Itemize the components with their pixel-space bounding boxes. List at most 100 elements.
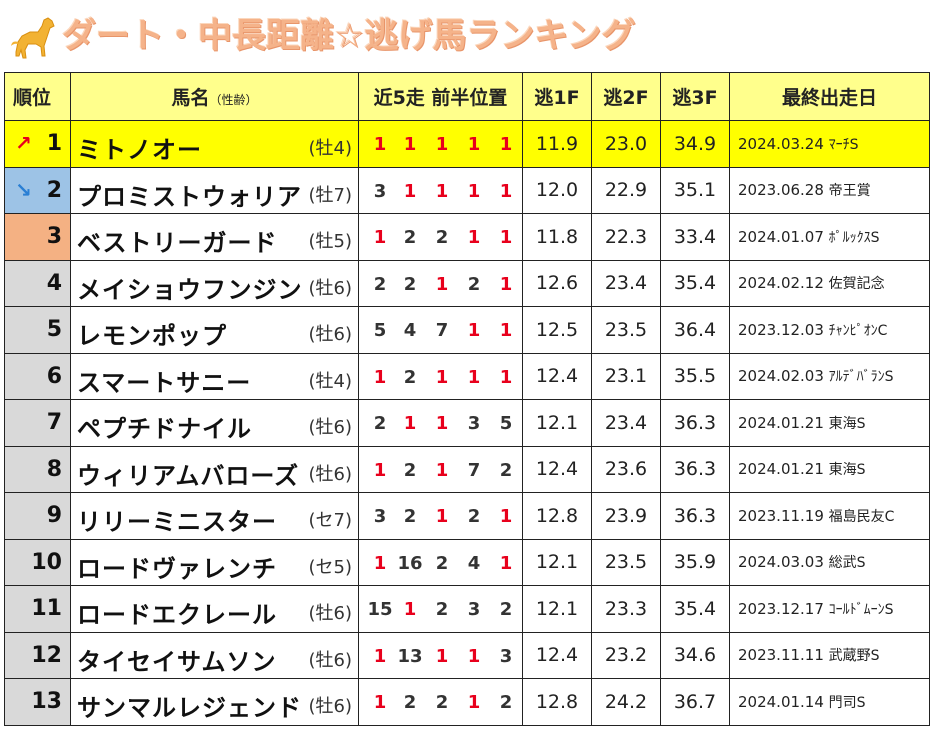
horse-name: ロードエクレール	[77, 601, 277, 629]
f3-cell: 36.7	[660, 678, 730, 726]
sex-age: (牡4)	[308, 138, 353, 159]
position-value: 1	[467, 645, 481, 667]
position-value: 1	[499, 227, 513, 248]
f1-cell: 11.8	[522, 213, 592, 261]
position-value: 2	[499, 459, 513, 481]
horse-cell: レモンポップ (牡6)	[70, 306, 359, 354]
f2-cell: 23.5	[591, 306, 661, 354]
f1-cell: 12.5	[522, 306, 592, 354]
position-value: 2	[467, 506, 481, 527]
table-row: 9 リリーミニスター (セ7) 3 2 1 2 1 12.8 23.9 36.3 2023.11.19…	[4, 492, 930, 540]
position-value: 15	[367, 599, 393, 620]
position-value: 1	[435, 459, 449, 481]
f1-cell: 12.1	[522, 585, 592, 633]
rank-change-icon: ↗	[15, 131, 32, 155]
f3-cell: 33.4	[660, 213, 730, 261]
horse-name: ペプチドナイル	[77, 415, 252, 443]
f1-cell: 12.8	[522, 492, 592, 540]
f2-cell: 23.3	[591, 585, 661, 633]
horse-cell: ロードエクレール (牡6)	[70, 585, 359, 633]
horse-name: メイショウフンジン	[77, 275, 303, 304]
position-value: 3	[467, 599, 481, 620]
last-race-date: 2023.11.11	[738, 646, 824, 665]
horse-name: ロードヴァレンチ	[77, 554, 277, 583]
position-value: 1	[403, 180, 417, 202]
f2-cell: 22.9	[591, 166, 661, 214]
position-value: 1	[373, 459, 387, 481]
sex-age: (牡6)	[308, 603, 353, 624]
rank-number: 12	[31, 642, 62, 668]
position-value: 2	[373, 273, 387, 295]
f3-cell: 36.3	[660, 399, 730, 447]
last-race-cell: 2024.03.24 ﾏｰﾁS	[729, 120, 930, 168]
position-value: 1	[373, 227, 387, 248]
f3-cell: 35.4	[660, 585, 730, 633]
position-value: 2	[373, 413, 387, 434]
position-value: 1	[499, 320, 513, 341]
last-race-cell: 2023.12.17 ｺｰﾙﾄﾞﾑｰﾝS	[729, 585, 930, 633]
position-value: 1	[499, 506, 513, 527]
f3-cell: 36.3	[660, 445, 730, 493]
last-race-name: ｺｰﾙﾄﾞﾑｰﾝS	[828, 601, 894, 618]
sex-age: (牡6)	[308, 417, 353, 438]
sex-age: (牡6)	[308, 649, 353, 671]
table-row: 6 スマートサニー (牡4) 1 2 1 1 1 12.4 23.1 35.5 2024.02.03 …	[4, 352, 930, 400]
page-title: ダート・中長距離☆逃げ馬ランキング	[62, 16, 636, 56]
horse-cell: リリーミニスター (セ7)	[70, 492, 359, 540]
sex-age: (牡6)	[308, 696, 353, 717]
header-name: 馬名（性齢）	[70, 72, 359, 121]
last-race-date: 2024.01.14	[738, 692, 824, 711]
position-value: 1	[403, 599, 417, 620]
f2-cell: 24.2	[591, 678, 661, 726]
f1-cell: 12.0	[522, 166, 592, 214]
table-row: 10 ロードヴァレンチ (セ5) 1 16 2 4 1 12.1 23.5 35.9 2024.03.…	[4, 538, 930, 586]
horse-cell: メイショウフンジン (牡6)	[70, 259, 359, 307]
table-row: 11 ロードエクレール (牡6) 15 1 2 3 2 12.1 23.3 35.4 2023.12.…	[4, 585, 930, 633]
position-value: 2	[403, 692, 417, 713]
horse-cell: ウィリアムバローズ (牡6)	[70, 445, 359, 493]
position-value: 1	[373, 692, 387, 713]
horse-cell: ベストリーガード (牡5)	[70, 213, 359, 261]
position-value: 1	[435, 273, 449, 295]
last-race-date: 2023.11.19	[738, 506, 824, 525]
sex-age: (牡6)	[308, 277, 353, 299]
rank-cell: ↘ 2	[4, 166, 71, 214]
position-value: 1	[499, 366, 513, 388]
table-row: 8 ウィリアムバローズ (牡6) 1 2 1 7 2 12.4 23.6 36.3 2024.01.2…	[4, 445, 930, 493]
f1-cell: 11.9	[522, 120, 592, 168]
rank-number: 4	[46, 270, 62, 296]
last-race-cell: 2023.06.28 帝王賞	[729, 166, 930, 214]
position-value: 3	[373, 180, 387, 202]
f2-cell: 23.5	[591, 538, 661, 586]
horse-name: プロミストウォリア	[77, 182, 302, 211]
position-value: 2	[403, 227, 417, 248]
position-value: 1	[373, 552, 387, 574]
table-row: 12 タイセイサムソン (牡6) 1 13 1 1 3 12.4 23.2 34.6 2023.11.…	[4, 631, 930, 679]
rank-number: 5	[46, 317, 62, 343]
f2-cell: 23.4	[591, 259, 661, 307]
position-value: 1	[499, 273, 513, 295]
last-race-cell: 2024.02.03 ｱﾙﾃﾞﾊﾞﾗﾝS	[729, 352, 930, 400]
rank-number: 13	[31, 689, 62, 715]
position-value: 16	[397, 552, 423, 574]
last-race-name: ｱﾙﾃﾞﾊﾞﾗﾝS	[828, 369, 894, 386]
last-race-name: 門司S	[828, 694, 866, 711]
rank-number: 6	[46, 363, 62, 389]
positions-cell: 1 13 1 1 3	[358, 631, 523, 679]
position-value: 3	[499, 645, 513, 667]
f1-cell: 12.1	[522, 399, 592, 447]
position-value: 3	[373, 506, 387, 527]
horse-name: タイセイサムソン	[77, 647, 277, 676]
last-race-name: 福島民友C	[828, 508, 895, 525]
rank-cell: 4	[4, 259, 71, 307]
position-value: 1	[373, 645, 387, 667]
f2-cell: 23.1	[591, 352, 661, 400]
f3-cell: 34.6	[660, 631, 730, 679]
last-race-date: 2024.02.12	[738, 274, 824, 293]
positions-cell: 15 1 2 3 2	[358, 585, 523, 633]
rank-cell: 12	[4, 631, 71, 679]
header-f1: 逃1F	[522, 72, 592, 121]
last-race-cell: 2024.03.03 総武S	[729, 538, 930, 586]
